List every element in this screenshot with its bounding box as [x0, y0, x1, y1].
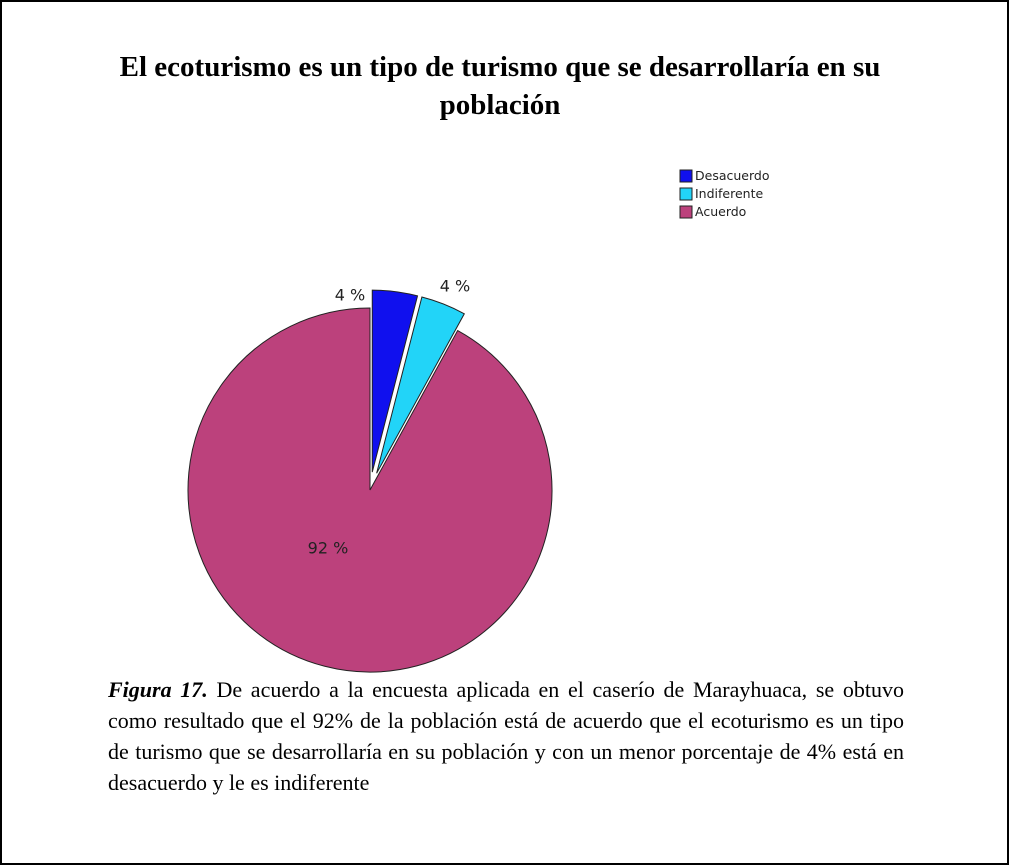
caption-text: De acuerdo a la encuesta aplicada en el … [108, 677, 904, 795]
chart-title: El ecoturismo es un tipo de turismo que … [119, 51, 881, 121]
data-label: 4 % [440, 277, 470, 296]
legend-swatch [679, 169, 693, 183]
legend-swatch [679, 187, 693, 201]
caption-label: Figura 17. [108, 677, 208, 702]
legend-label: Indiferente [695, 186, 763, 201]
caption: Figura 17. De acuerdo a la encuesta apli… [108, 674, 904, 798]
legend-label: Acuerdo [695, 204, 746, 219]
data-label: 92 % [308, 539, 349, 558]
legend-label: Desacuerdo [695, 168, 769, 183]
data-label: 4 % [335, 286, 365, 305]
pie-slice [371, 289, 419, 473]
pie-slice [187, 307, 553, 673]
pie-slice [376, 296, 465, 474]
legend-swatch [679, 205, 693, 219]
